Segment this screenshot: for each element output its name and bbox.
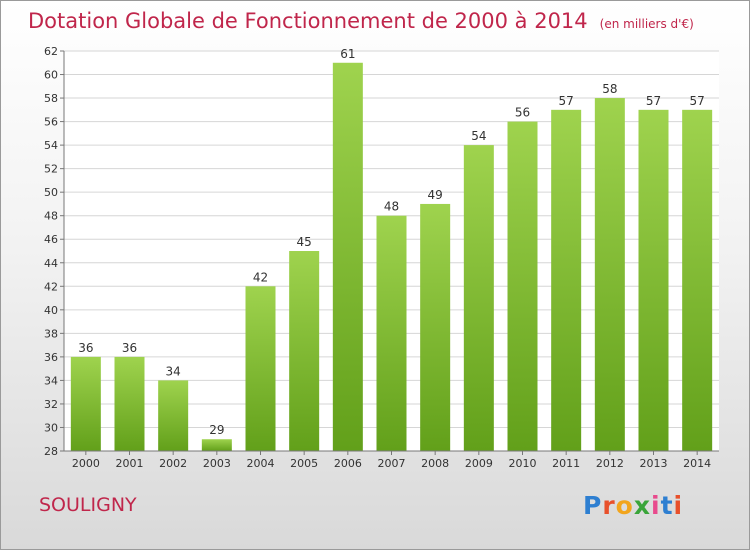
x-tick-label-2000: 2000: [72, 457, 100, 470]
chart-title: Dotation Globale de Fonctionnement de 20…: [28, 9, 588, 33]
bar-2002: [158, 380, 189, 451]
y-tick-label: 52: [44, 163, 58, 176]
x-tick-label-2008: 2008: [421, 457, 449, 470]
y-tick-label: 36: [44, 351, 58, 364]
bar-2010: [507, 121, 538, 452]
data-label-2012: 58: [602, 82, 617, 96]
x-tick-label-2005: 2005: [290, 457, 318, 470]
bar-2014: [682, 109, 713, 451]
data-label-2001: 36: [122, 341, 137, 355]
data-label-2008: 49: [428, 188, 443, 202]
data-label-2014: 57: [690, 94, 705, 108]
y-tick-label: 32: [44, 398, 58, 411]
bar-2000: [70, 356, 101, 451]
bar-2011: [551, 109, 582, 451]
data-label-2013: 57: [646, 94, 661, 108]
y-tick-label: 38: [44, 327, 58, 340]
data-label-2003: 29: [209, 423, 224, 437]
x-tick-label-2010: 2010: [509, 457, 537, 470]
y-tick-label: 54: [44, 139, 58, 152]
bar-2004: [245, 286, 276, 451]
logo-letter: r: [602, 491, 616, 520]
y-tick-label: 28: [44, 445, 58, 458]
x-tick-label-2001: 2001: [116, 457, 144, 470]
chart-subtitle: (en milliers d'€): [599, 17, 694, 31]
chart-header: Dotation Globale de Fonctionnement de 20…: [28, 9, 694, 33]
data-label-2010: 56: [515, 106, 530, 120]
data-label-2009: 54: [471, 129, 486, 143]
bar-2007: [376, 215, 407, 451]
y-tick-label: 40: [44, 304, 58, 317]
logo-letter: t: [660, 491, 674, 520]
bar-2012: [594, 98, 625, 451]
data-label-2007: 48: [384, 200, 399, 214]
x-tick-label-2011: 2011: [552, 457, 580, 470]
bar-2009: [463, 145, 494, 451]
bar-2013: [638, 109, 669, 451]
x-tick-label-2007: 2007: [378, 457, 406, 470]
y-tick-label: 50: [44, 186, 58, 199]
logo-letter: i: [673, 491, 684, 520]
data-label-2011: 57: [559, 94, 574, 108]
bar-2006: [332, 62, 363, 451]
bar-2005: [289, 251, 320, 451]
x-tick-label-2002: 2002: [159, 457, 187, 470]
x-tick-label-2003: 2003: [203, 457, 231, 470]
y-tick-label: 34: [44, 374, 58, 387]
data-label-2000: 36: [78, 341, 93, 355]
y-tick-label: 56: [44, 116, 58, 129]
proxiti-logo: Proxiti: [583, 491, 683, 520]
x-tick-label-2014: 2014: [683, 457, 711, 470]
data-label-2004: 42: [253, 270, 268, 284]
logo-letter: x: [633, 491, 651, 520]
bar-2008: [420, 203, 451, 451]
bar-2003: [201, 439, 232, 451]
y-tick-label: 42: [44, 280, 58, 293]
y-tick-label: 44: [44, 257, 58, 270]
logo-letter: o: [615, 491, 634, 520]
data-label-2006: 61: [340, 47, 355, 61]
y-tick-label: 30: [44, 421, 58, 434]
logo-letter: P: [583, 491, 603, 520]
y-tick-label: 46: [44, 233, 58, 246]
commune-name: SOULIGNY: [39, 494, 137, 516]
x-tick-label-2013: 2013: [640, 457, 668, 470]
data-label-2002: 34: [166, 364, 181, 378]
y-tick-label: 48: [44, 210, 58, 223]
x-tick-label-2009: 2009: [465, 457, 493, 470]
logo-letter: i: [651, 491, 661, 520]
x-tick-label-2006: 2006: [334, 457, 362, 470]
bar-2001: [114, 356, 145, 451]
x-tick-label-2004: 2004: [247, 457, 275, 470]
data-label-2005: 45: [297, 235, 312, 249]
y-tick-label: 60: [44, 69, 58, 82]
y-tick-label: 58: [44, 92, 58, 105]
y-tick-label: 62: [44, 45, 58, 58]
x-tick-label-2012: 2012: [596, 457, 624, 470]
